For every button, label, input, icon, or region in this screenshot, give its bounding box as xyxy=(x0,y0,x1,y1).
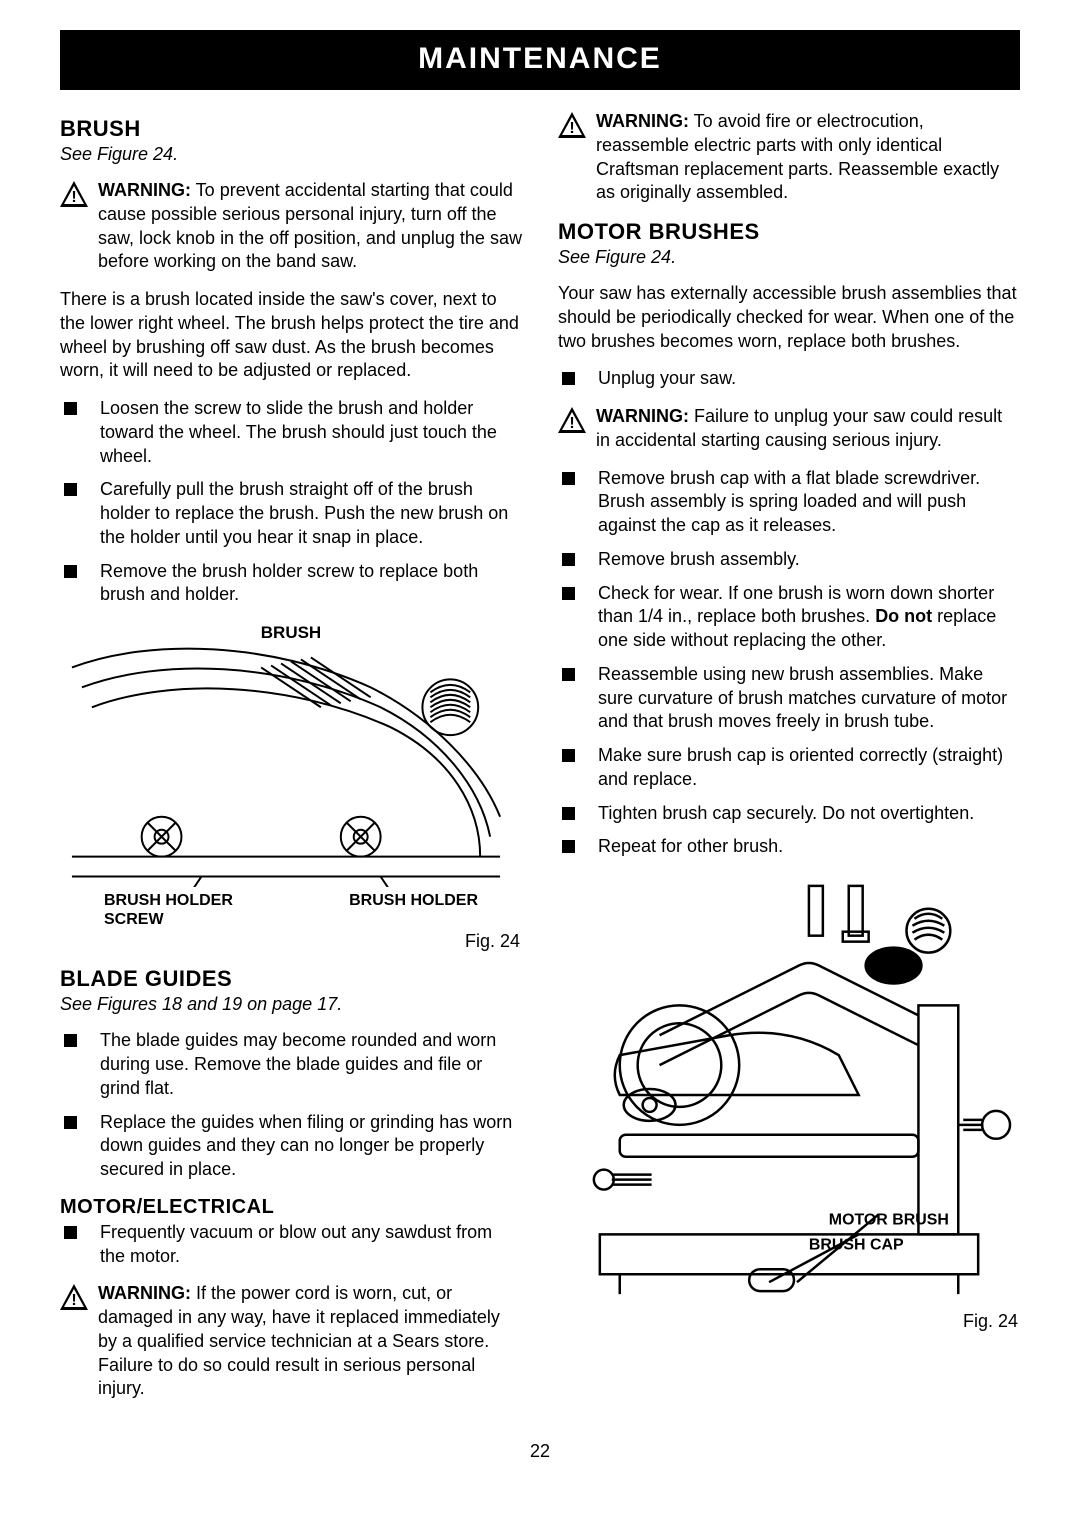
list-item: Repeat for other brush. xyxy=(558,835,1020,859)
list-item: Unplug your saw. xyxy=(558,367,1020,391)
heading-brush: BRUSH xyxy=(60,116,522,142)
fig-label-holder-screw: BRUSH HOLDERSCREW xyxy=(62,891,233,929)
two-column-layout: BRUSH See Figure 24. ! WARNING: To preve… xyxy=(60,110,1020,1415)
fig-label-motor-brush: MOTOR BRUSH xyxy=(829,1211,949,1228)
motor-brushes-intro: Your saw has externally accessible brush… xyxy=(558,282,1020,353)
list-item: Make sure brush cap is oriented correctl… xyxy=(558,744,1020,792)
list-item: Remove brush assembly. xyxy=(558,548,1020,572)
motor-brushes-steps-rest: Remove brush cap with a flat blade screw… xyxy=(558,467,1020,860)
figure-24-left: BRUSH xyxy=(60,621,522,954)
motor-brushes-step1: Unplug your saw. xyxy=(558,367,1020,391)
warning-icon: ! xyxy=(60,181,88,274)
fig-caption-right: Fig. 24 xyxy=(560,1311,1018,1332)
page-number: 22 xyxy=(60,1441,1020,1462)
list-item: Replace the guides when filing or grindi… xyxy=(60,1111,522,1182)
list-item: Loosen the screw to slide the brush and … xyxy=(60,397,522,468)
motor-elec-steps: Frequently vacuum or blow out any sawdus… xyxy=(60,1221,522,1269)
top-right-warning: ! WARNING: To avoid fire or electrocutio… xyxy=(558,110,1020,205)
fig-label-holder: BRUSH HOLDER xyxy=(349,891,520,929)
motor-elec-warning-text: WARNING: If the power cord is worn, cut,… xyxy=(98,1282,522,1401)
list-item: Frequently vacuum or blow out any sawdus… xyxy=(60,1221,522,1269)
brush-steps: Loosen the screw to slide the brush and … xyxy=(60,397,522,607)
svg-text:!: ! xyxy=(71,1292,76,1309)
brush-warning: ! WARNING: To prevent accidental startin… xyxy=(60,179,522,274)
brush-diagram xyxy=(62,647,520,887)
motor-elec-warning: ! WARNING: If the power cord is worn, cu… xyxy=(60,1282,522,1401)
list-item: Check for wear. If one brush is worn dow… xyxy=(558,582,1020,653)
fig-label-brush-cap: BRUSH CAP xyxy=(809,1236,904,1253)
list-item: Remove brush cap with a flat blade screw… xyxy=(558,467,1020,538)
figure-24-right: MOTOR BRUSH BRUSH CAP Fig. 24 xyxy=(558,873,1020,1334)
svg-text:!: ! xyxy=(569,415,574,432)
list-item: Carefully pull the brush straight off of… xyxy=(60,478,522,549)
svg-text:!: ! xyxy=(71,189,76,206)
list-item: Reassemble using new brush assemblies. M… xyxy=(558,663,1020,734)
brush-warning-text: WARNING: To prevent accidental starting … xyxy=(98,179,522,274)
motor-brush-diagram: MOTOR BRUSH BRUSH CAP xyxy=(560,875,1018,1305)
blade-guides-see-ref: See Figures 18 and 19 on page 17. xyxy=(60,994,522,1015)
brush-para: There is a brush located inside the saw'… xyxy=(60,288,522,383)
heading-motor-electrical: MOTOR/ELECTRICAL xyxy=(60,1196,522,1219)
left-column: BRUSH See Figure 24. ! WARNING: To preve… xyxy=(60,110,522,1415)
motor-brushes-warning: ! WARNING: Failure to unplug your saw co… xyxy=(558,405,1020,453)
list-item: Tighten brush cap securely. Do not overt… xyxy=(558,802,1020,826)
warning-icon: ! xyxy=(558,112,586,205)
motor-brushes-see-ref: See Figure 24. xyxy=(558,247,1020,268)
warning-icon: ! xyxy=(60,1284,88,1401)
motor-brushes-warning-text: WARNING: Failure to unplug your saw coul… xyxy=(596,405,1020,453)
fig-label-brush: BRUSH xyxy=(62,623,520,643)
heading-motor-brushes: MOTOR BRUSHES xyxy=(558,219,1020,245)
right-column: ! WARNING: To avoid fire or electrocutio… xyxy=(558,110,1020,1415)
heading-blade-guides: BLADE GUIDES xyxy=(60,966,522,992)
list-item: The blade guides may become rounded and … xyxy=(60,1029,522,1100)
top-right-warning-text: WARNING: To avoid fire or electrocution,… xyxy=(596,110,1020,205)
section-banner: MAINTENANCE xyxy=(60,30,1020,90)
svg-text:!: ! xyxy=(569,120,574,137)
fig-caption-left: Fig. 24 xyxy=(62,931,520,952)
blade-guides-steps: The blade guides may become rounded and … xyxy=(60,1029,522,1182)
warning-icon: ! xyxy=(558,407,586,453)
brush-see-ref: See Figure 24. xyxy=(60,144,522,165)
list-item: Remove the brush holder screw to replace… xyxy=(60,560,522,608)
